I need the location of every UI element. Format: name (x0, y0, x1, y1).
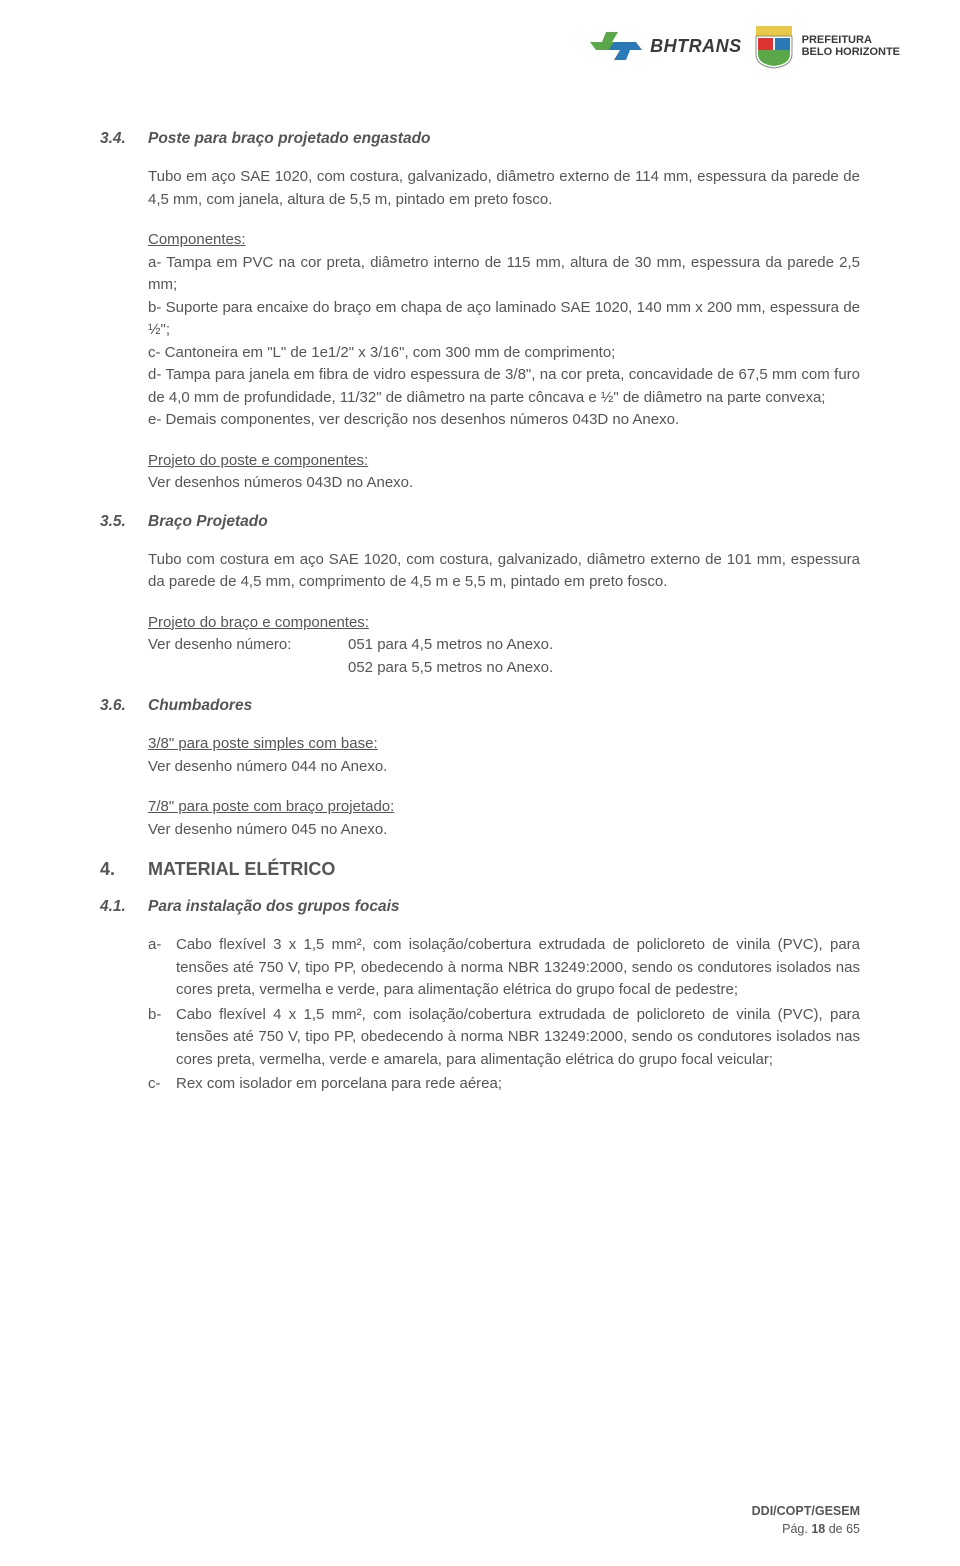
bhtrans-logo: BHTRANS (588, 22, 742, 70)
footer-page: Pág. 18 de 65 (752, 1521, 860, 1539)
components-label: Componentes: (148, 231, 246, 248)
bullet-mark: b- (148, 1004, 176, 1072)
page-of: de (825, 1522, 846, 1536)
ref-value: 052 para 5,5 metros no Anexo. (348, 657, 553, 680)
ref-label: Ver desenho número: (148, 634, 348, 657)
section-title: Poste para braço projetado engastado (148, 130, 431, 148)
section-number: 3.6. (100, 697, 148, 715)
paragraph: Tubo em aço SAE 1020, com costura, galva… (148, 166, 860, 211)
prefeitura-text: PREFEITURA BELO HORIZONTE (802, 34, 900, 58)
component-item: e- Demais componentes, ver descrição nos… (148, 409, 860, 432)
pref-line1: PREFEITURA (802, 34, 900, 46)
bullet-text: Cabo flexível 3 x 1,5 mm², com isolação/… (176, 934, 860, 1002)
heading-3-6: 3.6. Chumbadores (100, 697, 860, 715)
heading-4-1: 4.1. Para instalação dos grupos focais (100, 898, 860, 916)
ref-row: Ver desenho número: 051 para 4,5 metros … (148, 634, 860, 657)
bullet-item: a-Cabo flexível 3 x 1,5 mm², com isolaçã… (148, 934, 860, 1002)
component-item: d- Tampa para janela em fibra de vidro e… (148, 364, 860, 409)
page-number: 18 (811, 1522, 825, 1536)
ref-value: 051 para 4,5 metros no Anexo. (348, 634, 553, 657)
project-ref-label: Projeto do poste e componentes: (148, 452, 368, 469)
recycle-arrows-icon (588, 22, 644, 70)
bullet-text: Cabo flexível 4 x 1,5 mm², com isolação/… (176, 1004, 860, 1072)
page-total: 65 (846, 1522, 860, 1536)
prefeitura-logo: PREFEITURA BELO HORIZONTE (752, 22, 900, 70)
section-title: Chumbadores (148, 697, 252, 715)
chumbador-ref: Ver desenho número 045 no Anexo. (148, 819, 860, 842)
section-title: Braço Projetado (148, 513, 268, 531)
section-number: 3.5. (100, 513, 148, 531)
footer-dept: DDI/COPT/GESEM (752, 1503, 860, 1521)
section-number: 4.1. (100, 898, 148, 916)
city-shield-icon (752, 22, 796, 70)
component-item: a- Tampa em PVC na cor preta, diâmetro i… (148, 252, 860, 297)
header-logos: BHTRANS PREFEITURA BELO HORIZONTE (588, 22, 900, 70)
section-title: Para instalação dos grupos focais (148, 898, 400, 916)
bhtrans-text: BHTRANS (650, 36, 742, 57)
project-ref-label: Projeto do braço e componentes: (148, 614, 369, 631)
chumbador-block: 7/8" para poste com braço projetado: Ver… (148, 796, 860, 841)
chumbador-block: 3/8" para poste simples com base: Ver de… (148, 733, 860, 778)
bullet-list-4-1: a-Cabo flexível 3 x 1,5 mm², com isolaçã… (148, 934, 860, 1096)
section-number: 3.4. (100, 130, 148, 148)
document-content: 3.4. Poste para braço projetado engastad… (100, 130, 860, 1114)
project-ref-block: Projeto do braço e componentes: Ver dese… (148, 612, 860, 680)
page-footer: DDI/COPT/GESEM Pág. 18 de 65 (752, 1503, 860, 1538)
component-item: b- Suporte para encaixe do braço em chap… (148, 297, 860, 342)
ref-label-blank (148, 657, 348, 680)
chumbador-ref: Ver desenho número 044 no Anexo. (148, 756, 860, 779)
pref-line2: BELO HORIZONTE (802, 46, 900, 58)
bullet-mark: a- (148, 934, 176, 1002)
project-ref-block: Projeto do poste e componentes: Ver dese… (148, 450, 860, 495)
heading-3-4: 3.4. Poste para braço projetado engastad… (100, 130, 860, 148)
bullet-item: c-Rex com isolador em porcelana para red… (148, 1073, 860, 1096)
components-block: Componentes: a- Tampa em PVC na cor pret… (148, 229, 860, 432)
section-title: MATERIAL ELÉTRICO (148, 859, 335, 880)
ref-row: 052 para 5,5 metros no Anexo. (148, 657, 860, 680)
project-ref-text: Ver desenhos números 043D no Anexo. (148, 472, 860, 495)
chumbador-label: 7/8" para poste com braço projetado: (148, 798, 394, 815)
bullet-item: b-Cabo flexível 4 x 1,5 mm², com isolaçã… (148, 1004, 860, 1072)
paragraph: Tubo com costura em aço SAE 1020, com co… (148, 549, 860, 594)
bullet-mark: c- (148, 1073, 176, 1096)
page-label: Pág. (782, 1522, 811, 1536)
heading-4: 4. MATERIAL ELÉTRICO (100, 859, 860, 880)
section-number: 4. (100, 859, 148, 880)
bullet-text: Rex com isolador em porcelana para rede … (176, 1073, 860, 1096)
component-item: c- Cantoneira em "L" de 1e1/2" x 3/16", … (148, 342, 860, 365)
heading-3-5: 3.5. Braço Projetado (100, 513, 860, 531)
chumbador-label: 3/8" para poste simples com base: (148, 735, 378, 752)
